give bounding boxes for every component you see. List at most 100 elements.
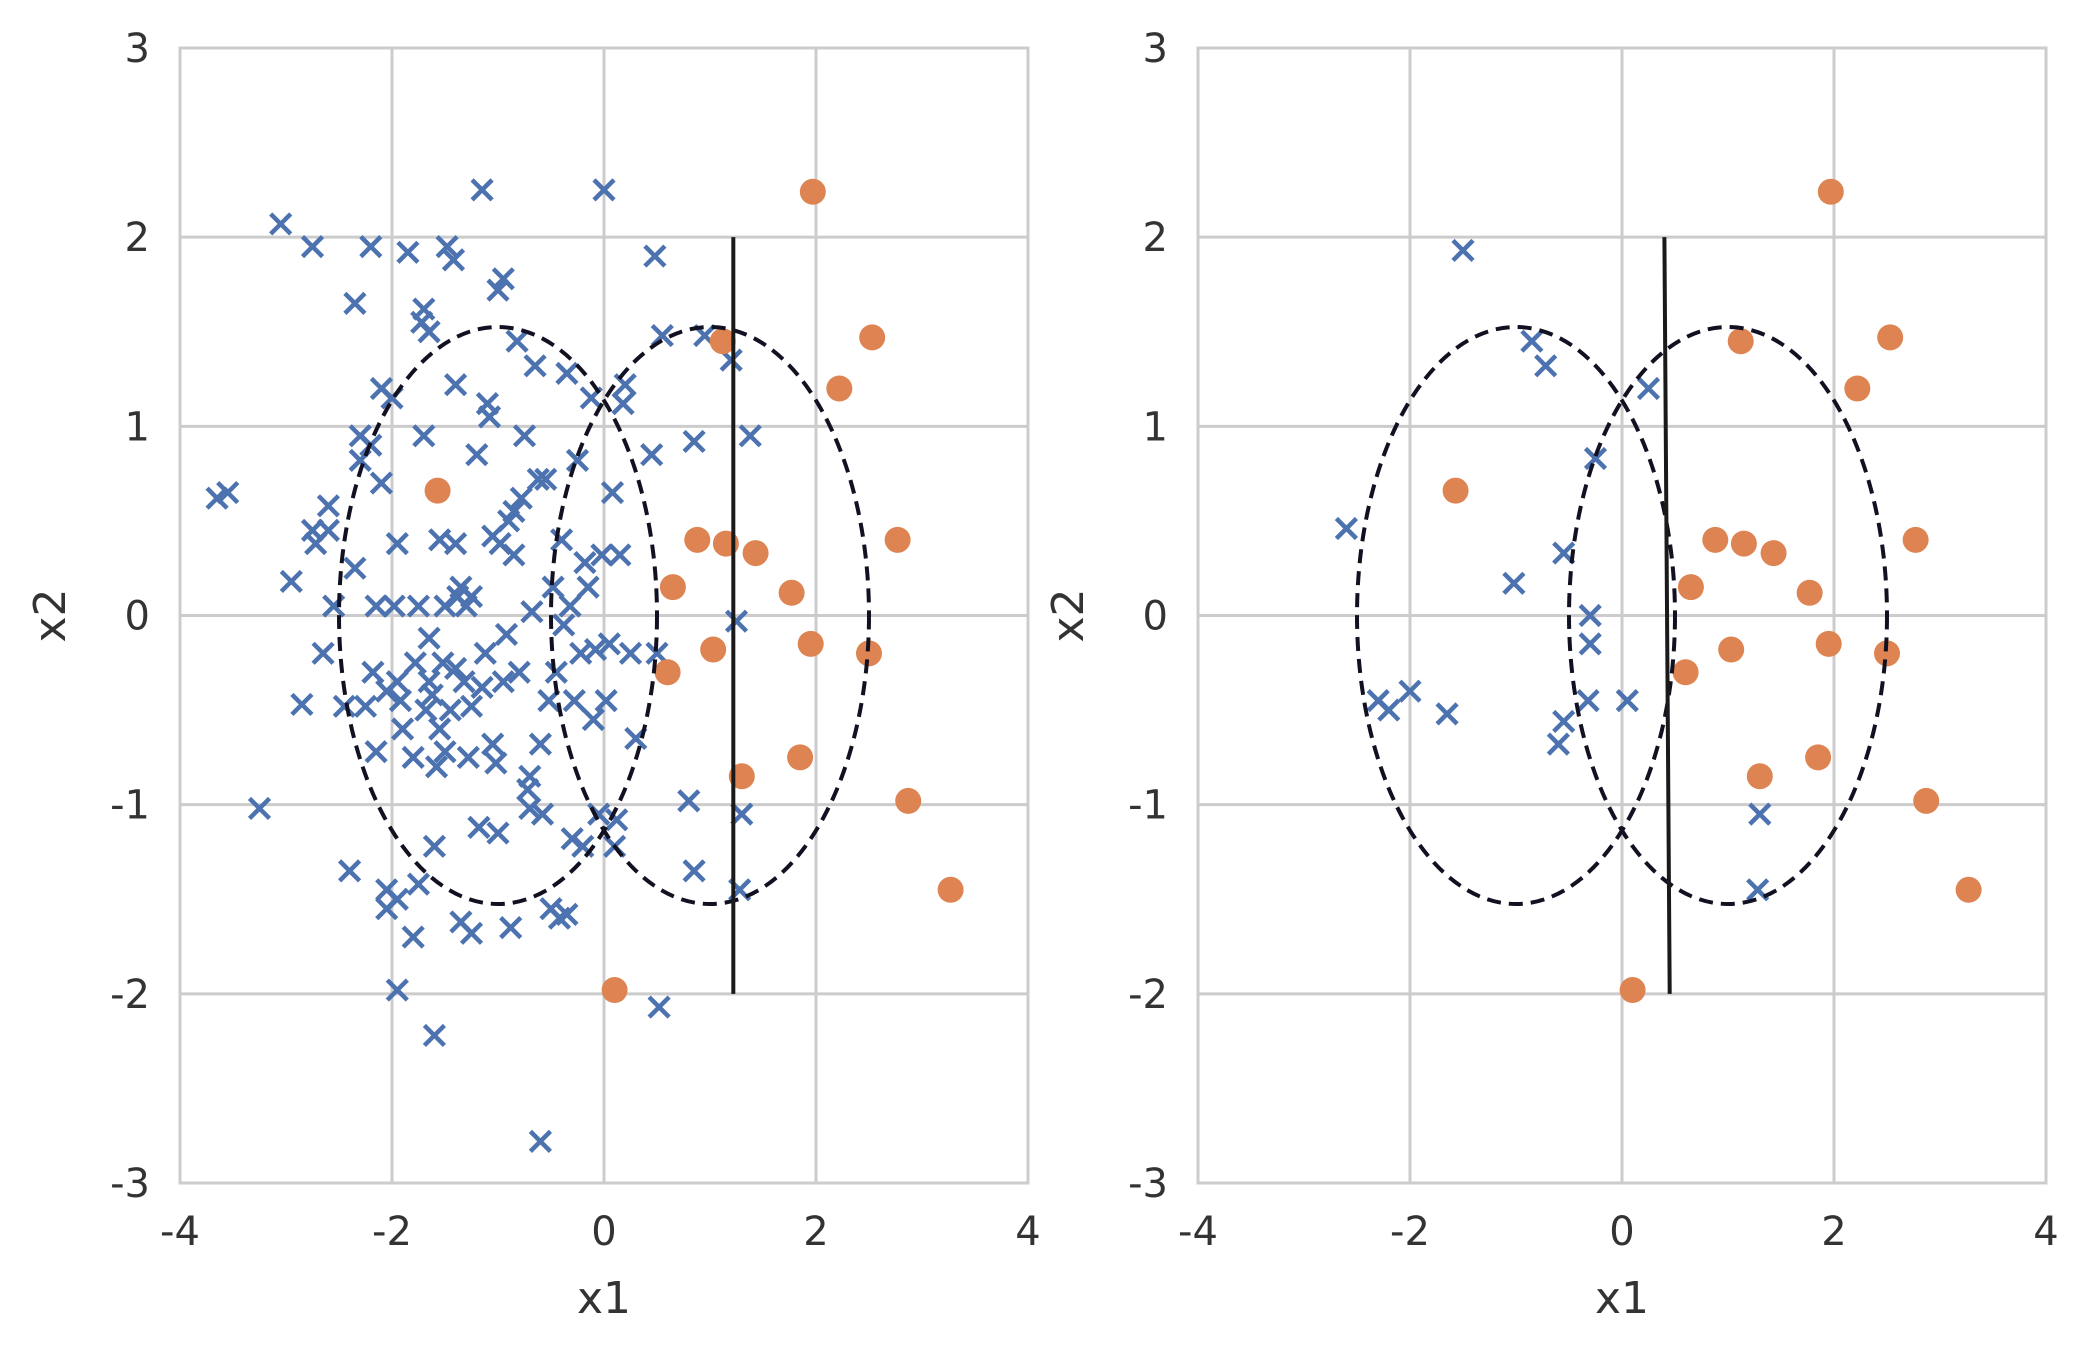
x-marker-point <box>391 717 415 741</box>
x-marker-point <box>406 594 431 618</box>
circle-marker-point <box>1817 178 1844 205</box>
x-marker-point <box>353 694 378 718</box>
x-marker-point <box>576 575 600 599</box>
x-marker-point <box>359 235 383 259</box>
x-marker-point <box>520 600 544 624</box>
x-marker-point <box>364 740 388 764</box>
x-marker-point <box>562 689 586 713</box>
x-marker-point <box>477 405 502 429</box>
x-marker-point <box>647 995 671 1019</box>
x-marker-point <box>452 670 476 694</box>
y-tick-label: 1 <box>125 404 150 450</box>
x-marker-point <box>507 660 531 684</box>
x-marker-point <box>523 354 547 378</box>
x-axis-label: x1 <box>1595 1273 1649 1324</box>
circle-marker-point <box>1955 876 1982 903</box>
x-marker-point <box>613 373 637 397</box>
x-marker-point <box>473 641 497 665</box>
y-tick-label: -1 <box>1128 783 1168 829</box>
x-marker-point <box>1748 802 1772 826</box>
x-marker-point <box>1398 679 1422 703</box>
x-marker-point <box>486 821 510 845</box>
x-marker-point <box>441 248 466 272</box>
x-marker-point <box>528 732 552 756</box>
x-marker-point <box>433 594 457 618</box>
x-marker-point <box>491 267 515 291</box>
x-marker-point <box>459 694 484 718</box>
x-marker-point <box>433 740 457 764</box>
y-tick-label: -1 <box>110 783 150 829</box>
circle-marker-point <box>700 636 727 663</box>
circle-marker-point <box>424 477 451 504</box>
y-tick-label: 1 <box>1143 404 1168 450</box>
x-marker-point <box>677 789 701 813</box>
x-marker-point <box>541 575 565 599</box>
x-marker-point <box>550 528 574 552</box>
circle-marker-point <box>1702 526 1729 553</box>
plot-frame <box>1196 46 2048 1185</box>
circle-marker-point <box>797 630 824 657</box>
circle-marker-point <box>937 876 964 903</box>
x-marker-point <box>512 424 537 448</box>
x-marker-point <box>1552 709 1576 734</box>
x-marker-point <box>530 802 555 826</box>
circle-marker-point <box>1718 636 1745 663</box>
circle-marker-point <box>1746 763 1773 790</box>
x-marker-point <box>544 660 568 684</box>
x-marker-point <box>528 1129 552 1153</box>
circle-marker-point <box>1672 659 1699 686</box>
x-marker-point <box>435 235 459 259</box>
y-tick-label: 3 <box>1143 26 1168 72</box>
x-marker-point <box>1377 698 1401 722</box>
dashed-ellipse-1 <box>337 325 659 906</box>
x-marker-point <box>412 424 436 448</box>
y-tick-label: 3 <box>125 26 150 72</box>
x-marker-point <box>558 594 582 618</box>
chart-2: -4 -2 0 2 4 -3 -2 -1 0 1 2 3 x1 x2 <box>1043 26 2059 1324</box>
x-tick-label: 0 <box>591 1209 616 1255</box>
y-tick-label: 2 <box>1143 215 1168 261</box>
circle-marker-point <box>884 526 911 553</box>
x-marker-point <box>518 796 542 821</box>
x-marker-point <box>428 717 452 741</box>
x-marker-point <box>343 556 367 580</box>
dashed-ellipse-2 <box>1567 325 1889 906</box>
circle-marker-point <box>895 787 922 814</box>
circle-marker-point <box>659 574 686 601</box>
x-marker-point <box>1578 603 1602 628</box>
x-marker-point <box>396 240 420 264</box>
x-tick-label: -4 <box>160 1209 200 1255</box>
x-marker-point <box>385 532 409 556</box>
y-tick-label: 2 <box>125 215 150 261</box>
x-marker-point <box>608 543 632 567</box>
x-marker-point <box>484 751 508 775</box>
decision-boundary-line <box>1662 237 1672 994</box>
circle-marker-point <box>1796 579 1823 606</box>
x-marker-point <box>682 859 706 883</box>
x-marker-point <box>738 424 762 448</box>
x-axis-label: x1 <box>577 1273 631 1324</box>
x-marker-point <box>509 486 533 510</box>
circle-marker-point <box>1913 787 1940 814</box>
plot-frame <box>178 46 1030 1185</box>
x-marker-point <box>467 815 491 839</box>
x-marker-point <box>316 518 340 542</box>
x-tick-label: 4 <box>2033 1209 2058 1255</box>
x-marker-point <box>486 278 510 302</box>
x-marker-point <box>401 745 425 769</box>
x-marker-point <box>459 584 484 609</box>
x-marker-point <box>594 689 618 713</box>
x-marker-point <box>502 499 526 524</box>
x-marker-point <box>406 872 431 896</box>
circle-marker-point <box>1760 540 1787 567</box>
x-marker-point <box>382 594 406 618</box>
x-tick-label: 0 <box>1609 1209 1634 1255</box>
circle-marker-point <box>1805 744 1832 771</box>
x-tick-label: -2 <box>1390 1209 1430 1255</box>
circle-marker-point <box>742 540 769 567</box>
y-tick-label: -2 <box>110 972 150 1018</box>
x-marker-point <box>1334 516 1358 541</box>
x-marker-point <box>526 467 550 491</box>
x-marker-point <box>269 212 293 236</box>
